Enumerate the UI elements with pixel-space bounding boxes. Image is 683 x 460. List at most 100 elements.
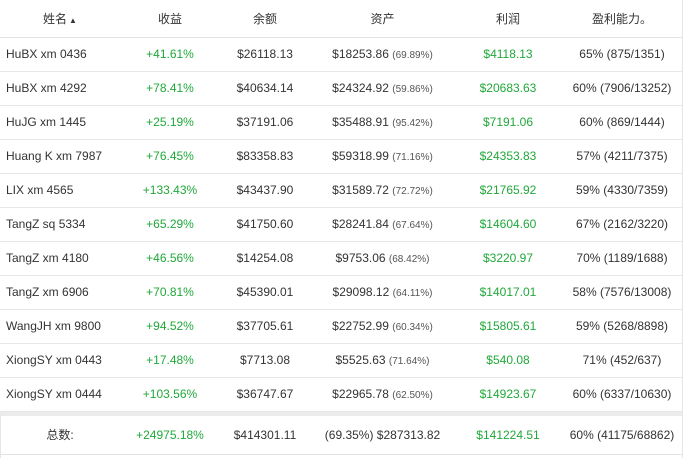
row-name: HuBX xm 4292: [0, 71, 120, 106]
row-profit: $540.08: [455, 343, 561, 378]
row-assets: $18253.86 (69.89%): [310, 37, 455, 72]
total-row: 总数: +24975.18% $414301.11 (69.35%) $2873…: [0, 416, 683, 455]
row-profitability: 57% (4211/7375): [561, 139, 683, 174]
total-profit: $141224.51: [455, 416, 561, 455]
row-income: +46.56%: [120, 241, 220, 276]
row-income: +17.48%: [120, 343, 220, 378]
row-assets-percent: (71.64%): [388, 356, 430, 367]
row-name: XiongSY xm 0444: [0, 377, 120, 412]
table-row[interactable]: HuBX xm 0436 +41.61% $26118.13 $18253.86…: [0, 37, 683, 72]
row-assets: $24324.92 (59.86%): [310, 71, 455, 106]
total-assets: (69.35%) $287313.82: [310, 416, 455, 455]
row-assets: $29098.12 (64.11%): [310, 275, 455, 310]
row-balance: $40634.14: [220, 71, 310, 106]
column-header-balance[interactable]: 余额: [220, 0, 310, 38]
total-profitability: 60% (41175/68862): [561, 416, 683, 455]
row-assets: $35488.91 (95.42%): [310, 105, 455, 140]
row-assets-percent: (60.34%): [392, 322, 433, 333]
row-profit: $7191.06: [455, 105, 561, 140]
column-header-name[interactable]: 姓名 ▲: [0, 0, 120, 38]
total-separator: [0, 411, 683, 416]
row-assets-percent: (59.86%): [392, 84, 433, 95]
table-row[interactable]: TangZ xm 4180 +46.56% $14254.08 $9753.06…: [0, 241, 683, 276]
row-balance: $37705.61: [220, 309, 310, 344]
row-name: WangJH xm 9800: [0, 309, 120, 344]
row-assets: $9753.06 (68.42%): [310, 241, 455, 276]
row-assets-value: $59318.99: [332, 149, 389, 163]
total-balance: $414301.11: [220, 416, 310, 455]
sort-up-icon: ▲: [69, 15, 77, 25]
row-income: +41.61%: [120, 37, 220, 72]
row-balance: $43437.90: [220, 173, 310, 208]
row-income: +94.52%: [120, 309, 220, 344]
table-row[interactable]: XiongSY xm 0443 +17.48% $7713.08 $5525.6…: [0, 343, 683, 378]
total-income: +24975.18%: [120, 416, 220, 455]
row-balance: $7713.08: [220, 343, 310, 378]
table-row[interactable]: HuJG xm 1445 +25.19% $37191.06 $35488.91…: [0, 105, 683, 140]
column-header-assets[interactable]: 资产: [310, 0, 455, 38]
row-name: HuBX xm 0436: [0, 37, 120, 72]
row-name: LIX xm 4565: [0, 173, 120, 208]
row-assets: $22752.99 (60.34%): [310, 309, 455, 344]
row-income: +78.41%: [120, 71, 220, 106]
row-assets-value: $5525.63: [335, 353, 386, 367]
row-profit: $3220.97: [455, 241, 561, 276]
row-assets: $22965.78 (62.50%): [310, 377, 455, 412]
row-name: HuJG xm 1445: [0, 105, 120, 140]
table-row[interactable]: Huang K xm 7987 +76.45% $83358.83 $59318…: [0, 139, 683, 174]
table-body: HuBX xm 0436 +41.61% $26118.13 $18253.86…: [0, 37, 683, 455]
table-row[interactable]: LIX xm 4565 +133.43% $43437.90 $31589.72…: [0, 173, 683, 208]
row-income: +76.45%: [120, 139, 220, 174]
row-profitability: 60% (6337/10630): [561, 377, 683, 412]
row-assets: $5525.63 (71.64%): [310, 343, 455, 378]
row-assets-value: $9753.06: [335, 251, 386, 265]
row-balance: $14254.08: [220, 241, 310, 276]
table-header-row: 姓名 ▲ 收益 余额 资产 利润 盈利能力。: [0, 0, 683, 38]
row-profit: $14017.01: [455, 275, 561, 310]
row-income: +103.56%: [120, 377, 220, 412]
row-income: +70.81%: [120, 275, 220, 310]
table-row[interactable]: HuBX xm 4292 +78.41% $40634.14 $24324.92…: [0, 71, 683, 106]
row-profitability: 60% (869/1444): [561, 105, 683, 140]
row-assets-percent: (72.72%): [392, 186, 433, 197]
row-profit: $21765.92: [455, 173, 561, 208]
row-balance: $45390.01: [220, 275, 310, 310]
row-assets-percent: (62.50%): [392, 390, 433, 401]
table-row[interactable]: TangZ sq 5334 +65.29% $41750.60 $28241.8…: [0, 207, 683, 242]
row-assets-percent: (67.64%): [392, 220, 433, 231]
row-income: +25.19%: [120, 105, 220, 140]
row-assets-value: $28241.84: [332, 217, 389, 231]
column-header-profit[interactable]: 利润: [455, 0, 561, 38]
row-profitability: 71% (452/637): [561, 343, 683, 378]
row-profitability: 59% (5268/8898): [561, 309, 683, 344]
row-profitability: 70% (1189/1688): [561, 241, 683, 276]
row-name: TangZ xm 6906: [0, 275, 120, 310]
row-assets-percent: (95.42%): [392, 118, 433, 129]
row-profitability: 59% (4330/7359): [561, 173, 683, 208]
row-profit: $15805.61: [455, 309, 561, 344]
row-assets-value: $31589.72: [332, 183, 389, 197]
row-balance: $26118.13: [220, 37, 310, 72]
column-header-profitability[interactable]: 盈利能力。: [561, 0, 683, 38]
row-assets-percent: (64.11%): [392, 288, 433, 299]
row-name: TangZ sq 5334: [0, 207, 120, 242]
table-row[interactable]: TangZ xm 6906 +70.81% $45390.01 $29098.1…: [0, 275, 683, 310]
row-income: +65.29%: [120, 207, 220, 242]
row-balance: $37191.06: [220, 105, 310, 140]
row-name: TangZ xm 4180: [0, 241, 120, 276]
row-assets-percent: (68.42%): [388, 254, 430, 265]
row-assets-value: $22965.78: [332, 387, 389, 401]
row-assets-value: $18253.86: [332, 47, 389, 61]
row-profit: $4118.13: [455, 37, 561, 72]
row-balance: $41750.60: [220, 207, 310, 242]
row-profitability: 65% (875/1351): [561, 37, 683, 72]
table-row[interactable]: WangJH xm 9800 +94.52% $37705.61 $22752.…: [0, 309, 683, 344]
row-income: +133.43%: [120, 173, 220, 208]
row-profitability: 60% (7906/13252): [561, 71, 683, 106]
row-profit: $14604.60: [455, 207, 561, 242]
column-header-income[interactable]: 收益: [120, 0, 220, 38]
row-profitability: 58% (7576/13008): [561, 275, 683, 310]
row-assets-value: $29098.12: [332, 285, 390, 299]
table-row[interactable]: XiongSY xm 0444 +103.56% $36747.67 $2296…: [0, 377, 683, 412]
